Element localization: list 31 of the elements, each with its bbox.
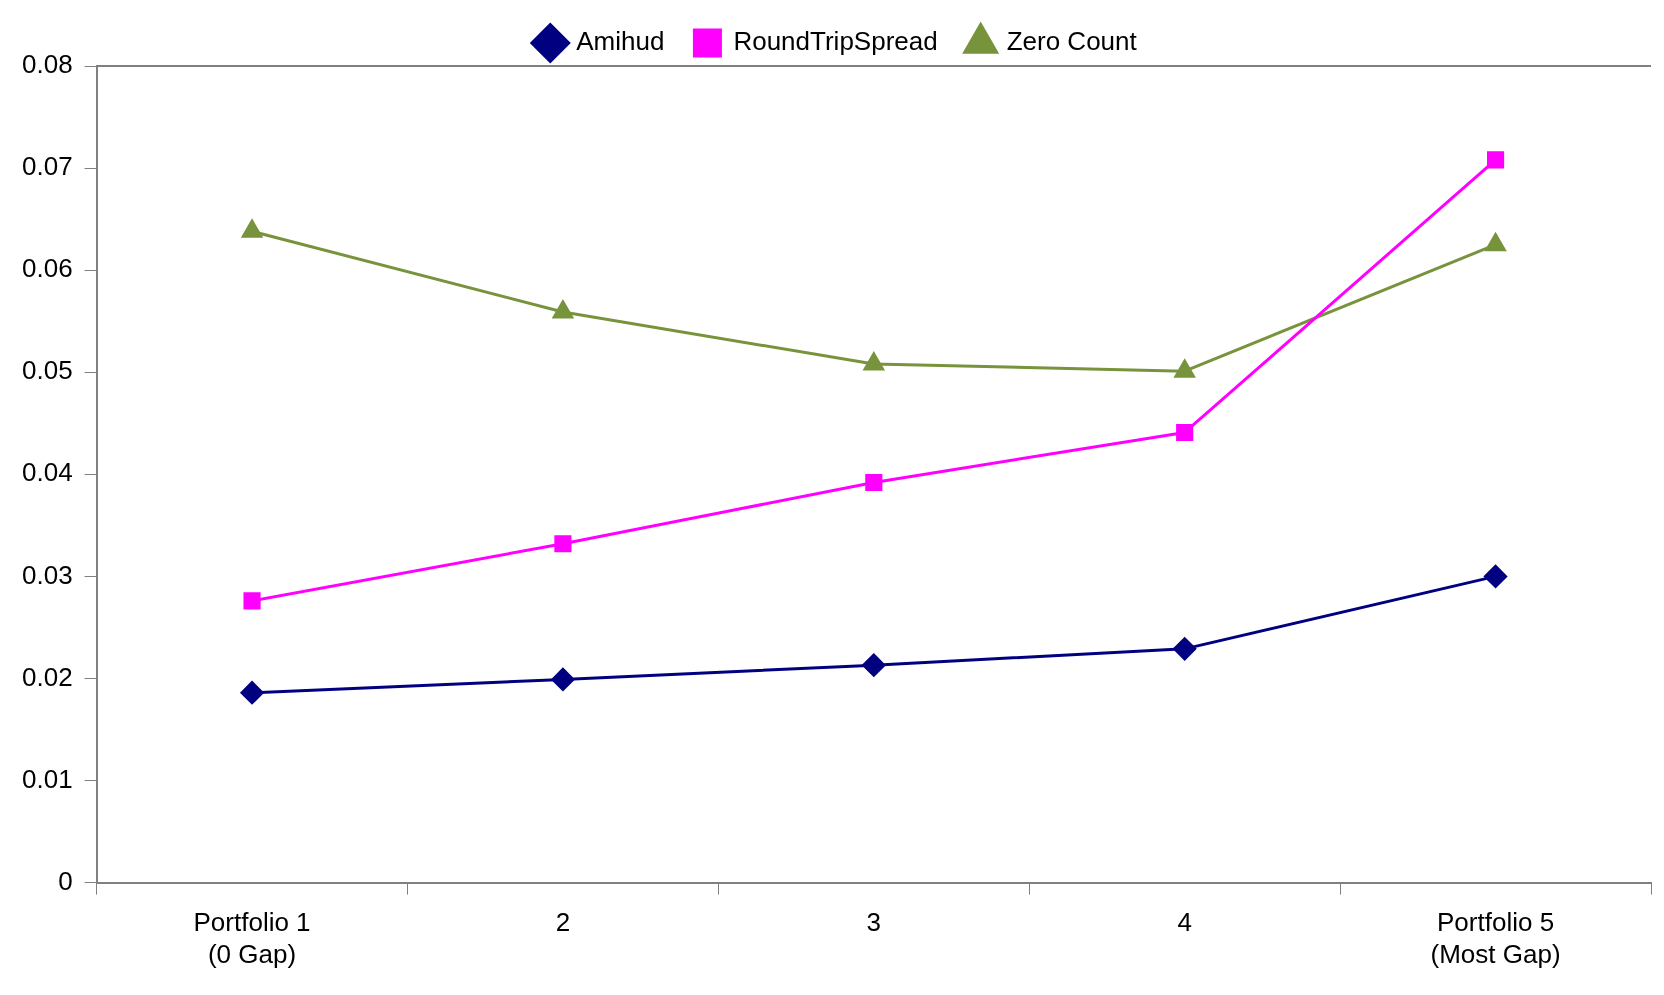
y-tick-label: 0.08 [21,49,73,80]
point [1174,359,1195,378]
point [552,300,574,319]
y-tick-label: 0.03 [21,559,73,590]
point [1173,637,1197,661]
x-tick-label: 4 [1177,907,1192,938]
x-tick-label: Portfolio 5 (Most Gap) [1430,907,1561,969]
x-tick-label: Portfolio 1 (0 Gap) [193,907,311,969]
point [243,592,261,610]
legend-label: RoundTripSpread [733,26,938,57]
y-tick-label: 0.02 [21,661,73,692]
y-tick-label: 0.07 [21,151,73,182]
legend-label: Zero Count [1006,26,1138,57]
point [241,219,263,238]
y-tick-label: 0.04 [21,457,73,488]
point [862,653,886,677]
y-tick-label: 0.06 [21,253,73,284]
y-tick-label: 0.01 [21,763,73,794]
legend-label: Amihud [576,26,665,57]
point [1176,423,1194,442]
point [865,473,883,492]
point [863,352,884,371]
point [554,535,572,553]
point [1485,233,1506,252]
y-tick-label: 0 [58,865,73,896]
point [1484,564,1508,588]
y-tick-label: 0.05 [21,355,73,386]
point [551,667,575,691]
x-tick-label: 3 [866,907,882,938]
x-tick-label: 2 [555,907,571,938]
point [240,681,264,705]
